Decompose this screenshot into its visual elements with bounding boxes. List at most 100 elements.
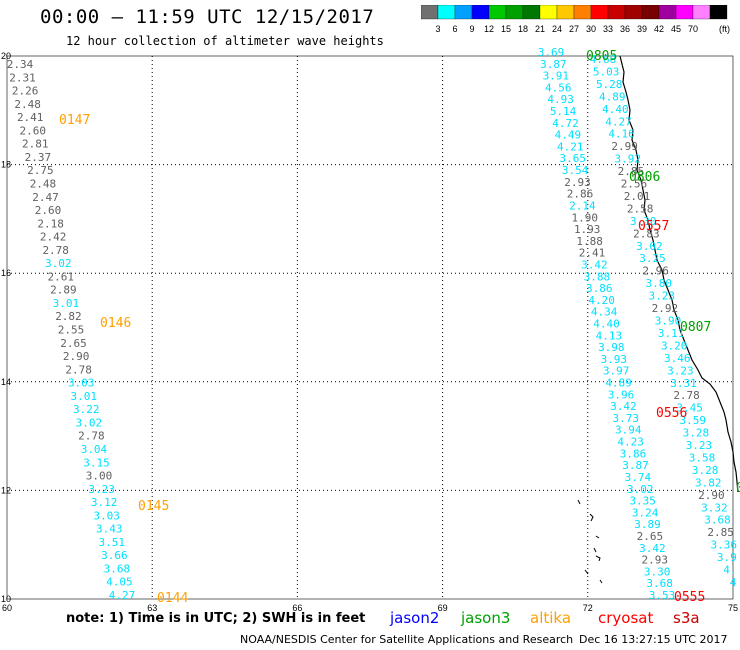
swh-value-label: 2.60 bbox=[35, 204, 62, 217]
swh-value-label: 3.12 bbox=[91, 496, 118, 509]
legend-s3a: s3a bbox=[673, 609, 700, 627]
swh-value-label: 3.94 bbox=[615, 424, 642, 437]
swh-value-label: 2.92 bbox=[652, 302, 679, 315]
swh-value-label: 2.86 bbox=[567, 188, 594, 201]
swh-value-label: 4.49 bbox=[555, 129, 582, 142]
legend-jason2: jason2 bbox=[390, 609, 440, 627]
colorbar-tick-label: 21 bbox=[535, 24, 545, 34]
colorbar-tick-label: 15 bbox=[501, 24, 511, 34]
map-frame bbox=[6, 55, 734, 600]
colorbar-tick-label: 39 bbox=[637, 24, 647, 34]
swh-value-label: 3.32 bbox=[701, 501, 728, 514]
swh-value-label: 3.01 bbox=[71, 390, 98, 403]
swh-value-label: 3.91 bbox=[543, 70, 570, 83]
colorbar-unit: (ft) bbox=[719, 24, 730, 34]
pass-time-label: 0807 bbox=[680, 320, 711, 335]
swh-value-label: 4.27 bbox=[605, 115, 632, 128]
swh-value-label: 4.89 bbox=[599, 90, 626, 103]
swh-value-label: 2.78 bbox=[65, 363, 92, 376]
swh-value-label: 4.68 bbox=[590, 53, 617, 66]
swh-value-label: 2.14 bbox=[569, 199, 596, 212]
swh-value-label: 3.92 bbox=[615, 153, 642, 166]
swh-value-label: 3.97 bbox=[603, 365, 630, 378]
swh-value-label: 3.03 bbox=[68, 377, 95, 390]
pass-time-label: 0556 bbox=[656, 406, 687, 421]
swh-value-label: 4.56 bbox=[545, 81, 572, 94]
swh-value-label: 3.51 bbox=[99, 536, 126, 549]
swh-value-label: 3.23 bbox=[686, 439, 713, 452]
pass-time-label: 0145 bbox=[138, 499, 169, 514]
latitude-tick-label: 12 bbox=[1, 485, 11, 495]
swh-value-label: 3.89 bbox=[634, 518, 661, 531]
swh-value-label: 2.34 bbox=[7, 58, 34, 71]
swh-value-label: 2.47 bbox=[32, 191, 59, 204]
swh-value-label: 2.41 bbox=[579, 247, 606, 260]
swh-value-label: 2.48 bbox=[14, 98, 41, 111]
swh-value-label: 3.36 bbox=[710, 539, 737, 552]
swh-value-label: 3.86 bbox=[586, 282, 613, 295]
swh-value-label: 3.82 bbox=[695, 476, 722, 489]
swh-value-label: 2.42 bbox=[40, 231, 67, 244]
swh-value-label: 3.68 bbox=[646, 577, 673, 590]
swh-value-label: 3.65 bbox=[559, 152, 586, 165]
swh-value-label: 4.16 bbox=[608, 128, 635, 141]
pass-time-label: 0 bbox=[736, 481, 740, 496]
swh-value-label: 2.61 bbox=[48, 270, 75, 283]
swh-value-label: 3.02 bbox=[45, 257, 72, 270]
generated-timestamp: Dec 16 13:27:15 UTC 2017 bbox=[579, 633, 728, 646]
swh-value-label: 4.21 bbox=[557, 140, 584, 153]
swh-value-label: 2.85 bbox=[618, 165, 645, 178]
swh-value-label: 3.66 bbox=[101, 549, 128, 562]
swh-value-label: 2.65 bbox=[637, 530, 664, 543]
swh-value-label: 3.58 bbox=[689, 451, 716, 464]
units-note: note: 1) Time is in UTC; 2) SWH is in fe… bbox=[66, 611, 366, 626]
swh-value-label: 3.20 bbox=[661, 339, 688, 352]
swh-value-label: 2.78 bbox=[78, 430, 105, 443]
swh-value-label: 2.93 bbox=[642, 554, 669, 567]
swh-value-label: 2.56 bbox=[621, 178, 648, 191]
swh-value-label: 2.99 bbox=[611, 140, 638, 153]
swh-value-label: 3.46 bbox=[664, 352, 691, 365]
pass-time-label: 0557 bbox=[638, 219, 669, 234]
swh-value-label: 3.59 bbox=[680, 414, 707, 427]
swh-value-label: 3.98 bbox=[598, 341, 625, 354]
wave-height-colorbar: 3 6 9 12 15 18 21 24 27 30 33 36 39 42 45 70 (ft) bbox=[421, 5, 730, 34]
colorbar-tick-label: 12 bbox=[484, 24, 494, 34]
swh-value-label: 3.9 bbox=[717, 551, 737, 564]
credit-text: NOAA/NESDIS Center for Satellite Applica… bbox=[240, 633, 574, 646]
swh-value-label: 3.28 bbox=[683, 427, 710, 440]
swh-value-label: 3.23 bbox=[649, 290, 676, 303]
swh-value-label: 3.22 bbox=[73, 403, 100, 416]
swh-value-label: 3.45 bbox=[676, 402, 703, 415]
swh-value-label: 4.34 bbox=[591, 306, 618, 319]
islands bbox=[577, 499, 603, 584]
swh-value-label: 3.42 bbox=[639, 542, 666, 555]
legend-cryosat: cryosat bbox=[598, 609, 654, 627]
longitude-tick-label: 66 bbox=[292, 603, 302, 613]
longitude-tick-label: 63 bbox=[147, 603, 157, 613]
latitude-tick-label: 14 bbox=[1, 377, 11, 387]
colorbar-tick-label: 6 bbox=[452, 24, 457, 34]
swh-value-label: 4.89 bbox=[605, 377, 632, 390]
swh-value-label: 4.40 bbox=[602, 103, 629, 116]
swh-value-label: 2.96 bbox=[642, 265, 669, 278]
swh-value-label: 2.81 bbox=[22, 138, 49, 151]
swh-value-label: 3.25 bbox=[639, 252, 666, 265]
swh-value-label: 3.88 bbox=[584, 270, 611, 283]
swh-value-label: 3.30 bbox=[644, 565, 671, 578]
colorbar-tick-label: 27 bbox=[569, 24, 579, 34]
swh-value-label: 2.26 bbox=[12, 85, 39, 98]
swh-value-label: 2.55 bbox=[58, 324, 85, 337]
swh-value-label: 4.93 bbox=[547, 93, 574, 106]
swh-value-label: 2.85 bbox=[707, 526, 734, 539]
pass-time-label: 0146 bbox=[100, 316, 131, 331]
swh-value-label: 5.03 bbox=[593, 65, 620, 78]
swh-value-label: 3.15 bbox=[83, 456, 110, 469]
swh-value-label: 3.42 bbox=[581, 258, 608, 271]
swh-value-label: 2.65 bbox=[60, 337, 87, 350]
swh-value-label: 3.54 bbox=[562, 164, 589, 177]
swh-value-label: 3.68 bbox=[704, 514, 731, 527]
swh-value-label: 3.80 bbox=[645, 277, 672, 290]
pass-time-label: 0805 bbox=[586, 49, 617, 64]
pass-time-label: 0806 bbox=[629, 170, 660, 185]
